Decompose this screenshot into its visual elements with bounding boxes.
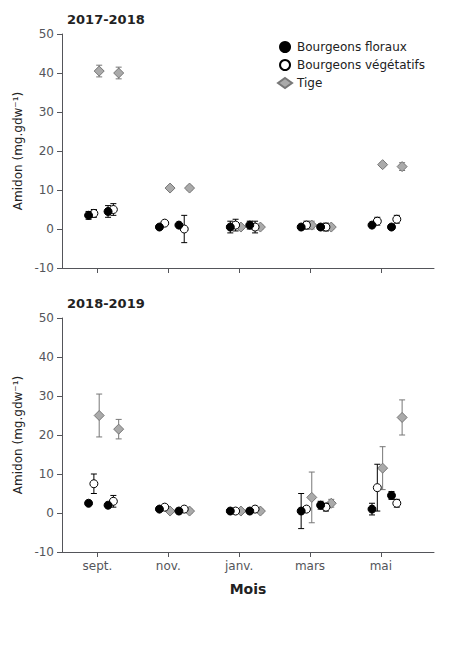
svg-text:Amidon (mg.gdw⁻¹): Amidon (mg.gdw⁻¹): [11, 92, 25, 210]
svg-text:0: 0: [46, 506, 54, 520]
svg-text:Bourgeons floraux: Bourgeons floraux: [297, 40, 407, 54]
svg-text:-10: -10: [34, 545, 54, 559]
svg-text:mars: mars: [295, 559, 325, 573]
svg-text:20: 20: [39, 144, 54, 158]
svg-text:Bourgeons végétatifs: Bourgeons végétatifs: [297, 58, 425, 72]
svg-text:-10: -10: [34, 261, 54, 275]
svg-text:mai: mai: [370, 559, 392, 573]
svg-text:30: 30: [39, 389, 54, 403]
svg-text:sept.: sept.: [83, 559, 113, 573]
svg-text:40: 40: [39, 350, 54, 364]
svg-text:janv.: janv.: [224, 559, 253, 573]
svg-text:10: 10: [39, 183, 54, 197]
svg-text:nov.: nov.: [156, 559, 181, 573]
svg-text:Mois: Mois: [230, 581, 267, 597]
svg-text:20: 20: [39, 428, 54, 442]
svg-text:10: 10: [39, 467, 54, 481]
svg-text:Tige: Tige: [296, 76, 322, 90]
svg-text:2018-2019: 2018-2019: [67, 296, 145, 311]
svg-text:0: 0: [46, 222, 54, 236]
svg-text:40: 40: [39, 66, 54, 80]
svg-text:50: 50: [39, 311, 54, 325]
svg-text:30: 30: [39, 105, 54, 119]
svg-text:2017-2018: 2017-2018: [67, 12, 145, 27]
svg-text:50: 50: [39, 27, 54, 41]
svg-text:Amidon (mg.gdw⁻¹): Amidon (mg.gdw⁻¹): [11, 376, 25, 494]
